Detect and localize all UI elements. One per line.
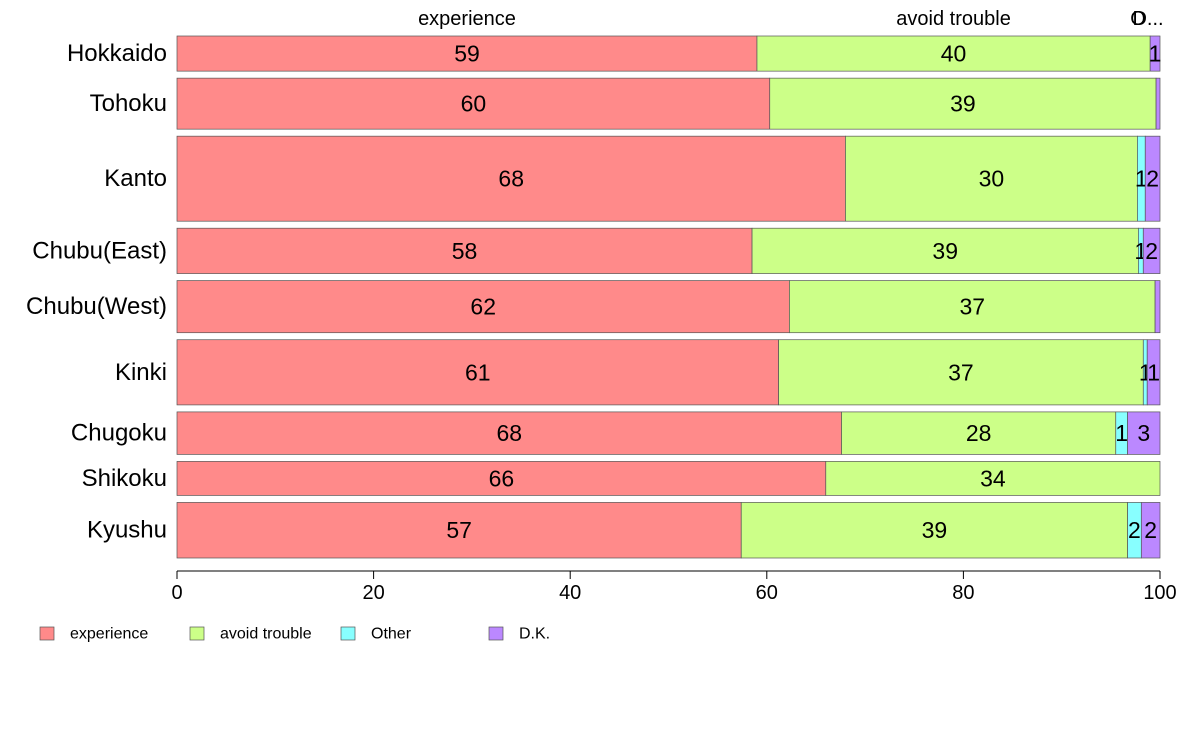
bar-kanto-d-k xyxy=(1144,135,1161,222)
data-label-kinki-experience: 61 xyxy=(465,359,491,385)
bar-tohoku-avoid-trouble xyxy=(769,77,1157,130)
bar-kyushu-d-k xyxy=(1140,502,1161,559)
bar-kinki-d-k xyxy=(1146,339,1161,406)
bar-shikoku-avoid-trouble xyxy=(825,461,1161,496)
legend-label-avoid-trouble: avoid trouble xyxy=(220,626,312,643)
data-label-kyushu-avoid-trouble: 39 xyxy=(922,517,948,543)
legend-label-d-k: D.K. xyxy=(519,626,550,643)
top-labels: experience avoid trouble OD... xyxy=(418,8,1163,30)
data-label-hokkaido-experience: 59 xyxy=(454,41,480,67)
x-tick-label-0: 0 xyxy=(171,582,182,604)
data-label-tohoku-experience: 60 xyxy=(461,91,487,117)
bar-chugoku-avoid-trouble xyxy=(841,411,1117,455)
bar-kyushu-experience xyxy=(176,502,742,559)
legend-label-other: Other xyxy=(371,626,412,643)
data-label-kinki-avoid-trouble: 37 xyxy=(948,359,974,385)
bar-hokkaido-avoid-trouble xyxy=(756,35,1151,72)
category-label-kinki: Kinki xyxy=(115,359,167,386)
legend-swatch-avoid-trouble xyxy=(189,626,205,641)
data-label-chubu-west-avoid-trouble: 37 xyxy=(959,294,985,320)
category-label-kanto: Kanto xyxy=(104,165,167,192)
bar-kyushu-avoid-trouble xyxy=(740,502,1128,559)
data-label-kanto-other: 1 xyxy=(1135,166,1148,192)
bar-shikoku-experience xyxy=(176,461,827,496)
data-label-shikoku-avoid-trouble: 34 xyxy=(980,465,1006,491)
category-label-chugoku: Chugoku xyxy=(71,420,167,447)
data-label-chugoku-experience: 68 xyxy=(496,420,522,446)
data-label-chugoku-other: 1 xyxy=(1115,420,1128,446)
legend-swatch-other xyxy=(340,626,356,641)
category-label-tohoku: Tohoku xyxy=(90,90,167,117)
data-label-tohoku-avoid-trouble: 39 xyxy=(950,91,976,117)
bar-chubu-west-avoid-trouble xyxy=(789,280,1156,334)
x-tick-label-20: 20 xyxy=(362,582,384,604)
category-label-chubu-west: Chubu(West) xyxy=(26,293,167,320)
data-label-hokkaido-avoid-trouble: 40 xyxy=(941,41,967,67)
top-label-avoid-trouble: avoid trouble xyxy=(896,8,1011,30)
data-label-kyushu-experience: 57 xyxy=(446,517,472,543)
data-label-shikoku-experience: 66 xyxy=(489,465,515,491)
data-label-chubu-east-d-k: 2 xyxy=(1145,238,1158,264)
category-label-kyushu: Kyushu xyxy=(87,517,167,544)
legend-label-experience: experience xyxy=(70,626,148,643)
x-axis: 0 20 40 60 80 100 xyxy=(171,570,1177,604)
data-label-chugoku-d-k: 3 xyxy=(1137,420,1150,446)
top-label-other: O xyxy=(1130,8,1146,30)
legend-swatch-experience xyxy=(39,626,55,641)
data-label-kyushu-d-k: 2 xyxy=(1144,517,1157,543)
bar-tohoku-d-k xyxy=(1155,77,1161,130)
bar-kanto-avoid-trouble xyxy=(845,135,1138,222)
legend-swatch-d-k xyxy=(488,626,504,641)
bar-kanto-experience xyxy=(176,135,846,222)
data-label-chubu-east-experience: 58 xyxy=(452,238,478,264)
bar-hokkaido-experience xyxy=(176,35,758,72)
data-label-kanto-avoid-trouble: 30 xyxy=(979,166,1005,192)
x-tick-label-80: 80 xyxy=(952,582,974,604)
bar-kinki-experience xyxy=(176,339,779,406)
bar-chubu-west-experience xyxy=(176,280,790,334)
data-label-chubu-west-experience: 62 xyxy=(470,294,496,320)
bar-chugoku-d-k xyxy=(1127,411,1161,455)
bar-chubu-east-avoid-trouble xyxy=(751,227,1139,274)
bar-kinki-avoid-trouble xyxy=(778,339,1144,406)
top-label-d-k: D... xyxy=(1132,8,1163,30)
top-label-experience: experience xyxy=(418,8,516,30)
bar-chubu-west-d-k xyxy=(1154,280,1161,334)
data-label-chugoku-avoid-trouble: 28 xyxy=(966,420,992,446)
data-label-kinki-d-k: 1 xyxy=(1147,359,1160,385)
x-tick-label-40: 40 xyxy=(559,582,581,604)
data-label-chubu-east-avoid-trouble: 39 xyxy=(932,238,958,264)
data-label-hokkaido-d-k: 1 xyxy=(1149,41,1162,67)
category-label-shikoku: Shikoku xyxy=(82,465,167,492)
category-label-chubu-east: Chubu(East) xyxy=(32,237,167,264)
x-tick-label-100: 100 xyxy=(1143,582,1176,604)
bar-chubu-east-d-k xyxy=(1142,227,1161,274)
bar-chugoku-experience xyxy=(176,411,842,455)
data-label-kanto-experience: 68 xyxy=(498,166,524,192)
bar-hokkaido-d-k xyxy=(1149,35,1161,72)
bar-chubu-east-experience xyxy=(176,227,753,274)
x-tick-label-60: 60 xyxy=(756,582,778,604)
data-label-kanto-d-k: 2 xyxy=(1146,166,1159,192)
data-label-kyushu-other: 2 xyxy=(1128,517,1141,543)
legend: experience avoid trouble Other D.K. xyxy=(39,626,550,643)
category-label-hokkaido: Hokkaido xyxy=(67,40,167,67)
